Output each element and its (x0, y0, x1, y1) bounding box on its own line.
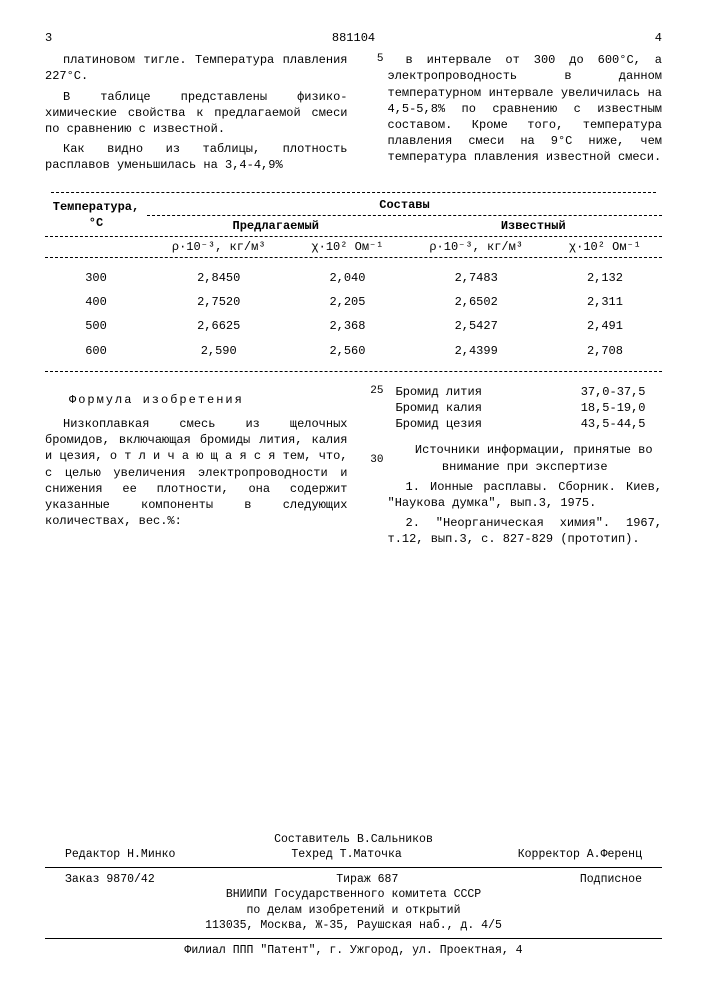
th-rho: ρ·10⁻³, кг/м³ (404, 237, 547, 257)
para: в интервале от 300 до 600°С, а электропр… (388, 52, 663, 165)
table-row: 6002,5902,5602,43992,708 (45, 339, 662, 363)
sources-column: Бромид лития37,0-37,5 Бромид калия18,5-1… (388, 384, 663, 552)
component-row: Бромид лития37,0-37,5 (396, 384, 646, 400)
table-cell: 2,708 (548, 339, 662, 363)
footer-credits: Редактор Н.Минко Техред Т.Маточка Коррек… (45, 847, 662, 863)
th-temp: Температура, °С (45, 195, 147, 236)
th-sostavy: Составы (147, 195, 662, 215)
page-left: 3 (45, 30, 52, 46)
tirazh: Тираж 687 (336, 872, 398, 888)
para: Как видно из таблицы, плотность расплаво… (45, 141, 348, 173)
body-columns: платиновом тигле. Температура плавления … (45, 52, 662, 177)
para: В таблице представлены физико-химические… (45, 89, 348, 138)
table-cell: 2,8450 (147, 266, 290, 290)
table-cell: 2,6625 (147, 314, 290, 338)
formula-column: Формула изобретения Низкоплавкая смесь и… (45, 384, 348, 552)
sources-title: Источники информации, принятые во вниман… (388, 442, 663, 474)
table-row: 3002,84502,0402,74832,132 (45, 266, 662, 290)
th-proposed: Предлагаемый (147, 216, 404, 236)
editor: Редактор Н.Минко (65, 847, 175, 863)
page-right: 4 (655, 30, 662, 46)
table-body: 3002,84502,0402,74832,1324002,75202,2052… (45, 266, 662, 363)
address: 113035, Москва, Ж-35, Раушская наб., д. … (45, 918, 662, 934)
table-row: 4002,75202,2052,65022,311 (45, 290, 662, 314)
table-cell: 300 (45, 266, 147, 290)
branch: Филиал ППП "Патент", г. Ужгород, ул. Про… (45, 943, 662, 959)
th-rho: ρ·10⁻³, кг/м³ (147, 237, 290, 257)
org-line: ВНИИПИ Государственного комитета СССР (45, 887, 662, 903)
table-cell: 2,7483 (404, 266, 547, 290)
left-column: платиновом тигле. Температура плавления … (45, 52, 348, 177)
table-cell: 400 (45, 290, 147, 314)
org-line: по делам изобретений и открытий (45, 903, 662, 919)
compiler: Составитель В.Сальников (45, 832, 662, 848)
data-table: Температура, °С Составы Предлагаемый Изв… (45, 190, 662, 372)
para: платиновом тигле. Температура плавления … (45, 52, 348, 84)
page-header: 3 881104 4 (45, 30, 662, 46)
table-row: 5002,66252,3682,54272,491 (45, 314, 662, 338)
line-gutter: 5 (360, 52, 388, 177)
table-cell: 2,311 (548, 290, 662, 314)
tech-editor: Техред Т.Маточка (291, 847, 401, 863)
th-chi: χ·10² Ом⁻¹ (548, 237, 662, 257)
table-cell: 2,4399 (404, 339, 547, 363)
table-cell: 600 (45, 339, 147, 363)
component-row: Бромид цезия43,5-44,5 (396, 416, 646, 432)
source-item: 2. "Неорганическая химия". 1967, т.12, в… (388, 515, 663, 547)
table-cell: 2,491 (548, 314, 662, 338)
corrector: Корректор А.Ференц (518, 847, 642, 863)
table-cell: 2,6502 (404, 290, 547, 314)
table-cell: 2,7520 (147, 290, 290, 314)
footer-block: Составитель В.Сальников Редактор Н.Минко… (45, 832, 662, 959)
footer-print: Заказ 9870/42 Тираж 687 Подписное (45, 872, 662, 888)
doc-number: 881104 (294, 30, 414, 46)
table-cell: 2,560 (290, 339, 404, 363)
table-cell: 2,5427 (404, 314, 547, 338)
table-cell: 2,368 (290, 314, 404, 338)
table-cell: 2,040 (290, 266, 404, 290)
components-list: Бромид лития37,0-37,5 Бромид калия18,5-1… (396, 384, 663, 433)
formula-title: Формула изобретения (69, 392, 348, 408)
order-number: Заказ 9870/42 (65, 872, 155, 888)
component-row: Бромид калия18,5-19,0 (396, 400, 646, 416)
source-item: 1. Ионные расплавы. Сборник. Киев, "Наук… (388, 479, 663, 511)
table-cell: 2,132 (548, 266, 662, 290)
line-gutter: 25 30 (360, 384, 388, 552)
podpis: Подписное (580, 872, 642, 888)
table-cell: 500 (45, 314, 147, 338)
table-cell: 2,590 (147, 339, 290, 363)
right-column: в интервале от 300 до 600°С, а электропр… (388, 52, 663, 177)
th-chi: χ·10² Ом⁻¹ (290, 237, 404, 257)
th-known: Известный (404, 216, 662, 236)
table-cell: 2,205 (290, 290, 404, 314)
formula-body: Низкоплавкая смесь из щелочных бромидов,… (45, 416, 348, 529)
bottom-columns: Формула изобретения Низкоплавкая смесь и… (45, 384, 662, 552)
